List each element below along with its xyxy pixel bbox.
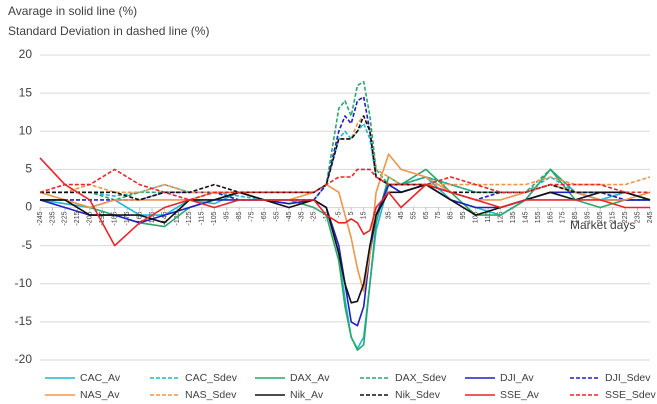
x-tick-label: -55	[273, 211, 280, 221]
x-tick-label: -95	[224, 211, 231, 221]
x-tick-label: 215	[609, 211, 616, 223]
x-tick-label: 165	[547, 211, 554, 223]
legend-label: DJI_Av	[500, 372, 534, 384]
x-tick-label: 125	[497, 211, 504, 223]
y-tick-label: 20	[19, 47, 33, 61]
legend-label: NAS_Sdev	[185, 389, 237, 401]
x-tick-label: -125	[186, 211, 193, 225]
x-tick-label: -85	[236, 211, 243, 221]
x-tick-label: 205	[597, 211, 604, 223]
x-tick-label: 55	[410, 211, 417, 219]
x-tick-label: 225	[622, 211, 629, 223]
x-tick-label: -215	[74, 211, 81, 225]
y-tick-label: 0	[25, 200, 32, 214]
series-line	[40, 122, 651, 201]
series-line	[39, 153, 651, 293]
x-tick-label: -225	[62, 211, 69, 225]
x-tick-label: 135	[510, 211, 517, 223]
x-tick-label: 65	[423, 211, 430, 219]
x-tick-label: 35	[385, 211, 392, 219]
x-tick-label: -135	[174, 211, 181, 225]
x-tick-label: 85	[448, 211, 455, 219]
legend-label: CAC_Sdev	[185, 372, 238, 384]
chart-title: Avarage in solid line (%)	[8, 4, 137, 18]
legend-label: DJI_Sdev	[605, 372, 651, 384]
y-tick-label: -15	[15, 314, 33, 328]
x-tick-label: -235	[49, 211, 56, 225]
series-line	[40, 80, 651, 201]
x-tick-label: 235	[634, 211, 641, 223]
x-tick-label: -75	[248, 211, 255, 221]
x-tick-label: -115	[199, 211, 206, 225]
x-tick-label: 75	[435, 211, 442, 219]
y-tick-label: -5	[21, 238, 32, 252]
x-tick-label: -205	[87, 211, 94, 225]
x-tick-label: 115	[485, 211, 492, 222]
x-tick-label: -195	[99, 211, 106, 225]
legend-label: DAX_Sdev	[395, 372, 447, 384]
series-line	[39, 168, 650, 201]
x-tick-label: 45	[398, 211, 405, 219]
x-tick-label: 195	[585, 211, 592, 223]
x-tick-label: 15	[361, 211, 368, 219]
x-tick-label: -145	[161, 211, 168, 225]
y-tick-label: 10	[19, 123, 33, 137]
x-tick-label: 145	[522, 211, 529, 223]
x-tick-label: 175	[560, 211, 567, 223]
legend-label: Nik_Sdev	[395, 389, 441, 401]
x-tick-label: -65	[261, 211, 268, 221]
x-tick-label: -165	[136, 211, 143, 225]
x-tick-label: 185	[572, 211, 579, 223]
legend-label: DAX_Av	[290, 372, 330, 384]
y-tick-label: -20	[15, 352, 33, 366]
x-tick-label: 245	[647, 211, 654, 223]
legend-label: SSE_Av	[500, 389, 540, 401]
series-line	[40, 183, 651, 304]
legend-label: CAC_Av	[80, 372, 121, 384]
x-tick-label: -105	[211, 211, 218, 225]
x-tick-label: 5	[348, 211, 355, 215]
y-tick-label: 5	[25, 162, 32, 176]
x-tick-label: -25	[311, 211, 318, 221]
x-tick-label: 155	[535, 211, 542, 223]
legend-label: NAS_Av	[80, 389, 120, 401]
chart-subtitle: Standard Deviation in dashed line (%)	[8, 24, 209, 38]
legend-label: Nik_Av	[290, 389, 324, 401]
y-tick-label: 15	[19, 85, 33, 99]
x-tick-label: -185	[112, 211, 119, 225]
x-tick-label: 105	[473, 211, 480, 223]
x-tick-label: -5	[336, 211, 343, 217]
series-line	[40, 168, 650, 351]
x-tick-label: -35	[298, 211, 305, 221]
annotation: Market days	[570, 218, 635, 232]
x-tick-label: -245	[37, 211, 44, 225]
series-line	[40, 115, 651, 194]
x-tick-label: -45	[286, 211, 293, 221]
legend-label: SSE_Sdev	[605, 389, 657, 401]
y-tick-label: -10	[15, 276, 33, 290]
series-line	[39, 157, 650, 247]
x-tick-label: 95	[460, 211, 467, 219]
